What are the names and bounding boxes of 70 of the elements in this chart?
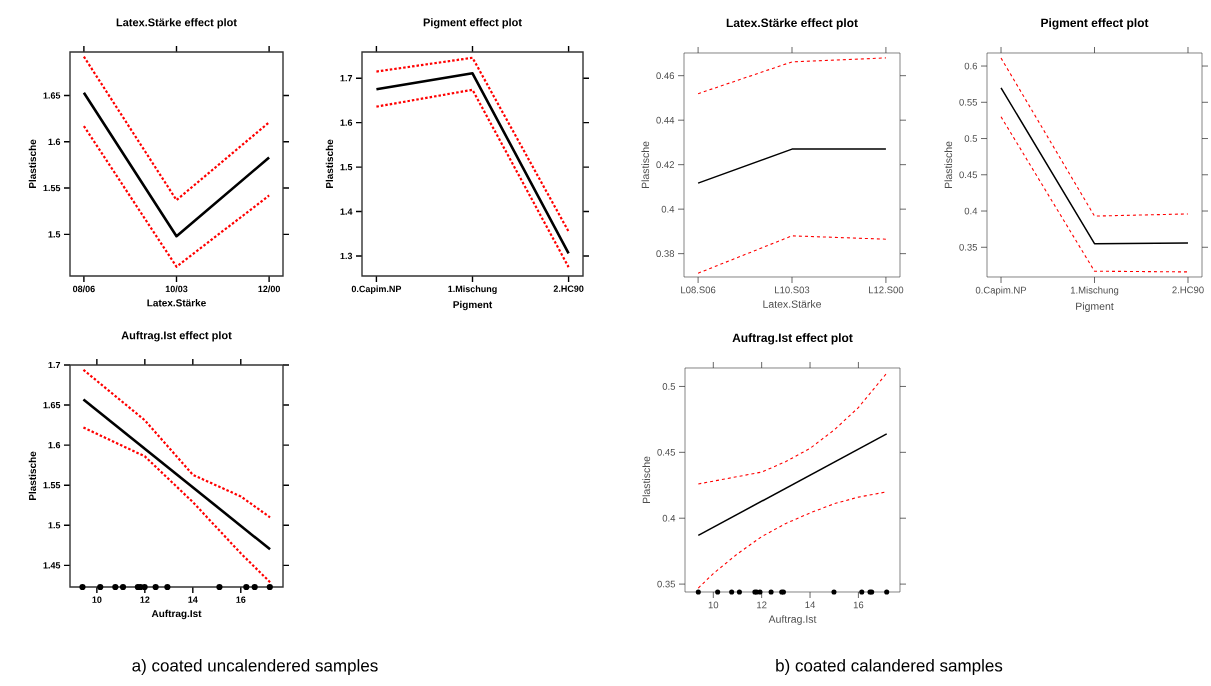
y-tick-label: 0.5 [662,383,676,390]
y-tick-label: 0.5 [964,135,978,142]
x-tick-label: 1.Mischung [448,285,497,294]
x-tick-label: 0.Capim.NP [975,286,1027,296]
x-tick-label: 0.Capim.NP [351,285,402,294]
x-axis-title: Latex.Stärke [763,300,821,308]
y-axis-title: Plastische [642,456,651,504]
x-tick-label: 2.HC90 [553,285,584,292]
y-tick-label: 1.7 [340,75,353,82]
x-axis-title: Pigment [453,300,493,311]
x-tick-label: L12.S00 [869,286,904,294]
y-tick-label: 1.6 [340,119,353,126]
x-tick-label: 2.HC90 [1172,286,1204,294]
y-tick-label: 0.45 [657,448,676,456]
y-axis-title: Plastische [28,451,37,501]
x-tick-label: 16 [853,601,864,609]
y-tick-label: 0.35 [657,580,676,588]
x-tick-label: 14 [805,601,816,609]
x-tick-label: L08.S06 [681,286,716,294]
x-tick-label: L10.S03 [775,286,810,294]
x-tick-label: 10 [92,596,102,603]
y-tick-label: 1.3 [340,252,353,260]
x-tick-label: 16 [236,596,246,603]
x-axis-title: Pigment [1076,302,1114,313]
y-axis-title: Plastische [944,141,953,189]
chart-title: Pigment effect plot [1041,18,1149,30]
x-tick-label: 12/00 [258,285,281,293]
x-tick-label: 1.Mischung [1070,286,1119,296]
y-axis-title: Plastische [28,139,37,189]
x-axis-title: Latex.Stärke [147,299,206,307]
x-tick-label: 10/03 [165,285,188,293]
y-tick-label: 1.5 [48,522,61,529]
y-tick-label: 0.6 [964,62,978,70]
y-tick-label: 0.35 [959,243,978,251]
y-tick-label: 1.65 [43,92,61,99]
y-axis-title: Plastische [641,141,650,189]
text: a) coated uncalendered samples [132,659,378,675]
y-tick-label: 1.45 [43,562,61,569]
y-tick-label: 0.4 [662,514,676,522]
y-axis-title: Plastische [325,139,334,189]
x-axis-title: Auftrag.Ist [151,609,202,620]
x-tick-label: 08/06 [72,285,95,293]
x-tick-label: 12 [140,596,150,603]
y-tick-label: 1.55 [43,482,61,489]
x-axis-title: Auftrag.Ist [768,615,817,625]
x-tick-label: 14 [188,596,198,603]
text: b) coated calandered samples [776,659,1003,675]
y-tick-label: 1.6 [48,441,61,449]
y-tick-label: 0.4 [964,207,978,215]
y-tick-label: 0.46 [656,72,675,80]
chart-title: Pigment effect plot [423,18,522,29]
y-tick-label: 1.65 [43,401,61,409]
chart-title: Auftrag.Ist effect plot [121,331,232,342]
y-tick-label: 1.4 [340,208,353,215]
chart-title: Latex.Stärke effect plot [116,18,237,29]
y-tick-label: 0.42 [656,161,674,169]
x-tick-label: 12 [757,601,767,609]
y-tick-label: 1.55 [43,184,61,192]
y-tick-label: 0.45 [959,171,978,179]
y-tick-label: 0.55 [959,98,978,106]
y-tick-label: 0.44 [656,116,675,124]
y-tick-label: 1.7 [48,361,61,369]
chart-title: Auftrag.Ist effect plot [732,333,853,345]
y-tick-label: 1.6 [48,138,61,145]
x-tick-label: 10 [708,601,719,609]
chart-title: Latex.Stärke effect plot [726,18,858,30]
y-tick-label: 1.5 [340,163,353,171]
y-tick-label: 0.4 [661,205,675,213]
y-tick-label: 0.38 [656,250,675,257]
y-tick-label: 1.5 [48,231,61,238]
